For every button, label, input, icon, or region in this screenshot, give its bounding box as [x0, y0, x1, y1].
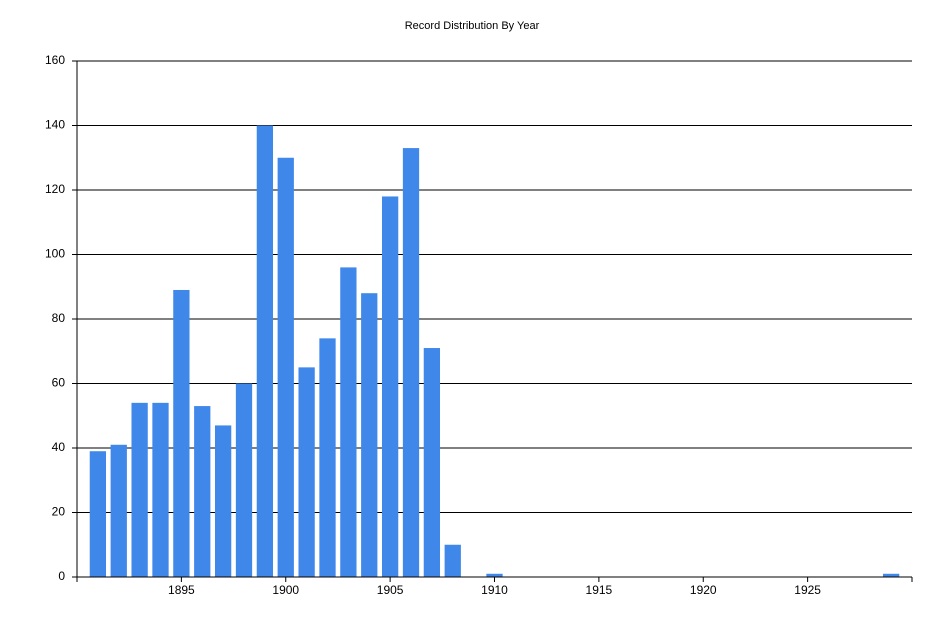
chart-title: Record Distribution By Year: [405, 20, 540, 32]
bar: [152, 402, 169, 577]
bar: [340, 267, 357, 577]
x-tick-label: 1900: [272, 583, 299, 597]
bar: [381, 196, 399, 577]
x-tick-label: 1915: [586, 583, 613, 597]
y-tick-label: 140: [45, 118, 65, 132]
bar: [319, 338, 336, 577]
bar: [361, 293, 378, 577]
y-tick-label: 120: [45, 182, 65, 196]
x-tick-label: 1910: [481, 583, 508, 597]
bar: [423, 348, 441, 577]
x-tick-label: 1895: [168, 583, 195, 597]
bar: [486, 573, 503, 577]
y-tick-label: 80: [52, 311, 66, 325]
y-tick-label: 160: [45, 53, 65, 67]
y-tick-label: 20: [52, 505, 66, 519]
y-tick-label: 100: [45, 247, 65, 261]
bar: [298, 367, 315, 577]
x-tick-label: 1905: [377, 583, 404, 597]
bar: [402, 148, 420, 577]
bar: [131, 402, 148, 577]
bar: [256, 125, 274, 577]
bar: [110, 444, 127, 577]
y-tick-label: 40: [52, 440, 66, 454]
y-tick-label: 60: [52, 376, 66, 390]
bar: [277, 157, 294, 577]
bar: [89, 451, 107, 577]
bar: [444, 544, 461, 577]
bar: [173, 289, 190, 577]
bar: [194, 406, 211, 577]
x-tick-label: 1920: [690, 583, 717, 597]
x-tick-label: 1925: [794, 583, 821, 597]
bar: [235, 383, 253, 577]
bar: [882, 573, 900, 577]
y-tick-label: 0: [58, 569, 65, 583]
bar: [214, 425, 232, 577]
